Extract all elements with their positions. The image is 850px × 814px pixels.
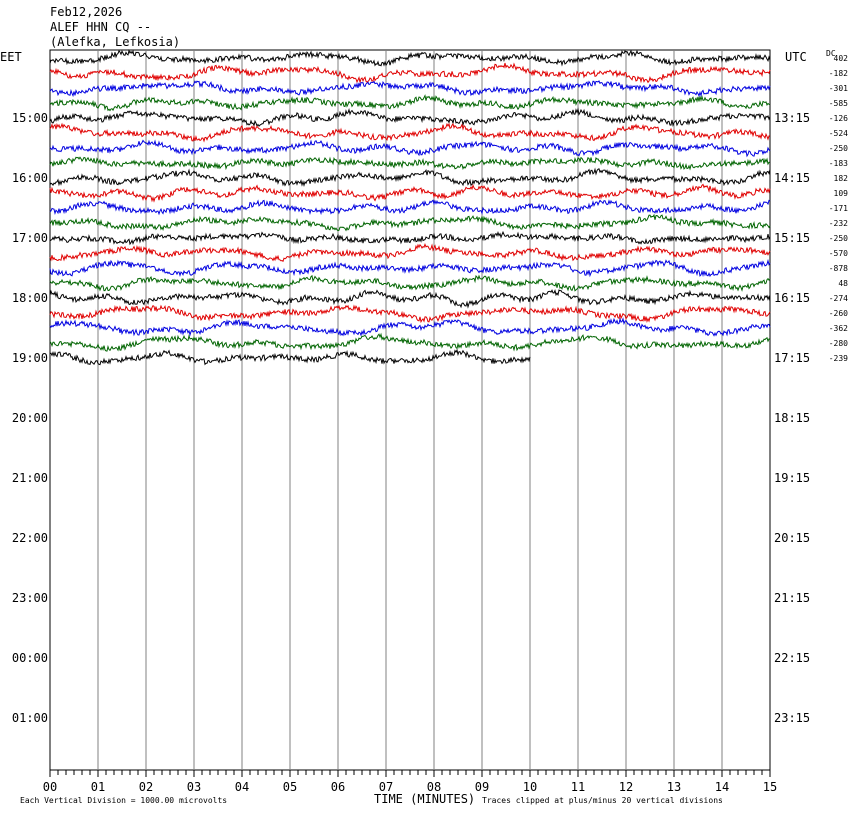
trace-row-19 <box>49 317 771 337</box>
right-hour-label: 23:15 <box>774 711 810 725</box>
left-hour-label: 18:00 <box>12 291 48 305</box>
trace-row-5 <box>49 107 771 128</box>
trace-row-20 <box>49 332 771 352</box>
dc-offset-label: -301 <box>829 84 848 93</box>
right-hour-label: 21:15 <box>774 591 810 605</box>
axis-labels: 00 01 02 03 04 05 06 07 08 09 10 11 12 13 14 15 15:00 16:… <box>12 54 848 794</box>
trace-row-15 <box>49 258 771 278</box>
dc-offset-label: -183 <box>829 159 848 168</box>
dc-offset-label: -126 <box>829 114 848 123</box>
clipping-note: Traces clipped at plus/minus 20 vertical… <box>482 796 723 805</box>
trace-row-13 <box>49 230 771 246</box>
dc-offset-label: -280 <box>829 339 848 348</box>
right-hour-label: 17:15 <box>774 351 810 365</box>
dc-offset-label: 182 <box>834 174 849 183</box>
right-timezone-label: UTC <box>785 50 807 64</box>
dc-offset-label: -260 <box>829 309 848 318</box>
trace-row-2 <box>49 62 771 84</box>
trace-row-17 <box>49 288 771 309</box>
trace-row-12 <box>49 213 771 232</box>
dc-offset-label: -250 <box>829 234 848 243</box>
x-tick-label: 02 <box>139 780 153 794</box>
left-hour-label: 21:00 <box>12 471 48 485</box>
left-hour-label: 23:00 <box>12 591 48 605</box>
dc-offset-label: -524 <box>829 129 848 138</box>
x-tick-label: 04 <box>235 780 249 794</box>
left-hour-label: 19:00 <box>12 351 48 365</box>
trace-row-14 <box>49 242 771 263</box>
trace-row-18 <box>49 304 771 324</box>
right-hour-label: 13:15 <box>774 111 810 125</box>
station-location: (Alefka, Lefkosia) <box>50 35 181 49</box>
dc-offset-label: 402 <box>834 54 849 63</box>
dc-offset-label: -878 <box>829 264 848 273</box>
trace-row-10 <box>49 183 771 203</box>
left-hour-label: 22:00 <box>12 531 48 545</box>
trace-row-21 <box>49 348 531 366</box>
x-tick-label: 03 <box>187 780 201 794</box>
trace-row-8 <box>49 156 771 171</box>
left-hour-label: 01:00 <box>12 711 48 725</box>
dc-offset-label: -570 <box>829 249 848 258</box>
plot-date: Feb12,2026 <box>50 5 123 19</box>
right-hour-label: 16:15 <box>774 291 810 305</box>
trace-row-11 <box>49 199 771 216</box>
trace-row-3 <box>49 80 771 98</box>
right-hour-label: 20:15 <box>774 531 810 545</box>
x-tick-label: 14 <box>715 780 729 794</box>
right-hour-label: 14:15 <box>774 171 810 185</box>
trace-row-16 <box>49 274 771 292</box>
left-hour-label: 20:00 <box>12 411 48 425</box>
x-tick-label: 05 <box>283 780 297 794</box>
dc-offset-label: -274 <box>829 294 848 303</box>
trace-row-6 <box>49 122 771 143</box>
left-hour-label: 15:00 <box>12 111 48 125</box>
dc-offset-header: DC <box>826 49 836 58</box>
x-tick-label: 11 <box>571 780 585 794</box>
dc-offset-label: -182 <box>829 69 848 78</box>
dc-offset-label: -232 <box>829 219 848 228</box>
right-hour-label: 22:15 <box>774 651 810 665</box>
dc-offset-label: 109 <box>834 189 849 198</box>
time-axis-ticks <box>49 770 771 777</box>
dc-offset-label: -250 <box>829 144 848 153</box>
left-hour-label: 00:00 <box>12 651 48 665</box>
x-tick-label: 15 <box>763 780 777 794</box>
x-tick-label: 13 <box>667 780 681 794</box>
x-tick-label: 12 <box>619 780 633 794</box>
x-tick-label: 09 <box>475 780 489 794</box>
dc-offset-label: -362 <box>829 324 848 333</box>
left-hour-label: 17:00 <box>12 231 48 245</box>
trace-row-1 <box>49 49 771 67</box>
right-hour-label: 15:15 <box>774 231 810 245</box>
dc-offset-label: 48 <box>838 279 848 288</box>
seismic-traces <box>49 49 771 366</box>
left-timezone-label: EET <box>0 50 22 64</box>
x-tick-label: 01 <box>91 780 105 794</box>
x-tick-label: 08 <box>427 780 441 794</box>
minute-gridlines <box>97 50 723 770</box>
x-axis-title: TIME (MINUTES) <box>374 792 475 806</box>
trace-row-4 <box>49 94 771 112</box>
right-hour-label: 18:15 <box>774 411 810 425</box>
trace-row-9 <box>49 167 771 187</box>
x-tick-label: 10 <box>523 780 537 794</box>
x-tick-label: 00 <box>43 780 57 794</box>
x-tick-label: 07 <box>379 780 393 794</box>
plot-frame <box>49 49 771 771</box>
left-hour-label: 16:00 <box>12 171 48 185</box>
x-tick-label: 06 <box>331 780 345 794</box>
dc-offset-label: -171 <box>829 204 848 213</box>
right-hour-label: 19:15 <box>774 471 810 485</box>
vertical-division-note: Each Vertical Division = 1000.00 microvo… <box>20 796 227 805</box>
station-code: ALEF HHN CQ -- <box>50 20 152 34</box>
dc-offset-label: -585 <box>829 99 848 108</box>
dc-offset-label: -239 <box>829 354 848 363</box>
trace-row-7 <box>49 139 771 158</box>
